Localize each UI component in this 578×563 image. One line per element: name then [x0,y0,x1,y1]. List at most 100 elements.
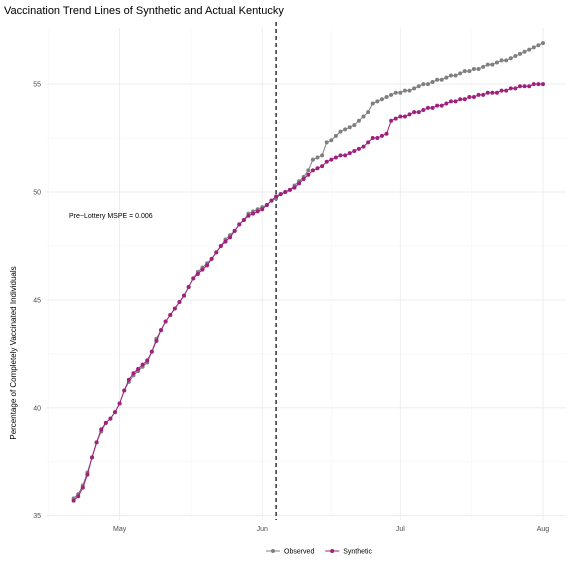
series-layer [71,41,545,503]
data-point-synthetic [494,90,499,95]
data-point-synthetic [458,97,463,102]
data-point-observed [407,88,412,93]
data-point-synthetic [103,420,108,425]
data-point-observed [310,157,315,162]
data-point-synthetic [182,293,187,298]
data-point-observed [448,73,453,78]
y-tick-label: 35 [33,513,41,520]
data-point-synthetic [90,455,95,460]
data-point-synthetic [343,153,348,158]
data-point-observed [352,123,357,128]
data-point-synthetic [145,358,150,363]
data-point-observed [324,140,329,145]
data-point-synthetic [531,82,536,87]
data-point-synthetic [444,101,449,106]
data-point-observed [361,114,366,119]
data-point-observed [366,110,371,115]
data-point-synthetic [375,136,380,141]
data-point-observed [435,77,440,82]
data-point-observed [453,73,458,78]
data-point-synthetic [320,164,325,169]
data-point-synthetic [540,82,545,87]
data-point-observed [370,101,375,106]
data-point-synthetic [393,116,398,121]
legend-item-synthetic: Synthetic [325,549,372,556]
data-point-synthetic [435,103,440,108]
x-tick-label: Jul [396,526,405,533]
data-point-synthetic [508,86,513,91]
data-point-synthetic [214,250,219,255]
data-point-synthetic [228,235,233,240]
data-point-synthetic [255,209,260,214]
data-point-synthetic [99,427,104,432]
data-point-synthetic [347,151,352,156]
data-point-observed [398,90,403,95]
data-point-observed [439,77,444,82]
data-point-synthetic [517,84,522,89]
data-point-synthetic [361,144,366,149]
data-point-synthetic [108,416,113,421]
y-axis-title: Percentage of Completely Vaccinated Indi… [9,266,18,439]
data-point-observed [531,45,536,50]
data-point-synthetic [163,319,168,324]
series-line-observed [73,42,544,499]
data-point-observed [504,58,509,63]
data-point-synthetic [453,99,458,104]
data-point-synthetic [513,86,518,91]
data-point-synthetic [154,338,159,343]
data-point-synthetic [306,172,311,177]
data-point-synthetic [113,410,118,415]
legend: Observed Synthetic [266,549,372,556]
y-tick-label: 55 [33,82,41,89]
data-point-synthetic [425,105,430,110]
data-point-synthetic [85,472,90,477]
data-point-observed [384,95,389,100]
data-point-observed [471,67,476,71]
data-point-synthetic [389,118,394,123]
data-point-synthetic [329,157,334,162]
data-point-observed [375,99,380,104]
data-point-observed [402,88,407,93]
x-tick-label: Aug [537,526,550,533]
data-point-observed [329,138,334,143]
data-point-synthetic [301,177,306,182]
data-point-synthetic [333,155,338,160]
data-point-synthetic [398,114,403,119]
data-point-synthetic [430,105,435,110]
data-point-synthetic [149,349,154,354]
data-point-synthetic [481,92,486,97]
data-point-synthetic [485,90,490,95]
data-point-observed [522,49,527,54]
data-point-observed [527,47,532,52]
data-point-synthetic [264,202,269,207]
data-point-synthetic [499,88,504,93]
legend-label: Observed [284,549,314,556]
x-tick-label: May [113,526,127,533]
data-point-synthetic [209,256,214,261]
data-point-synthetic [462,97,467,102]
data-point-observed [494,60,499,65]
data-point-synthetic [421,108,426,112]
data-point-synthetic [94,440,99,445]
data-point-observed [412,86,417,91]
data-point-synthetic [352,149,357,153]
data-point-synthetic [168,313,173,317]
data-point-observed [320,153,325,158]
data-point-synthetic [241,218,246,223]
data-point-synthetic [260,207,265,212]
data-point-observed [379,97,384,102]
data-point-synthetic [131,371,136,376]
data-point-observed [508,56,513,61]
data-point-synthetic [223,239,228,244]
data-point-observed [444,75,449,80]
data-point-observed [393,90,398,95]
data-point-synthetic [490,90,495,95]
data-point-observed [536,43,541,48]
data-point-synthetic [407,112,412,117]
data-point-observed [517,51,522,56]
series-observed [71,41,545,501]
data-point-synthetic [467,95,472,100]
legend-key-point [271,549,275,553]
data-point-synthetic [439,103,444,108]
legend-item-observed: Observed [266,549,314,556]
